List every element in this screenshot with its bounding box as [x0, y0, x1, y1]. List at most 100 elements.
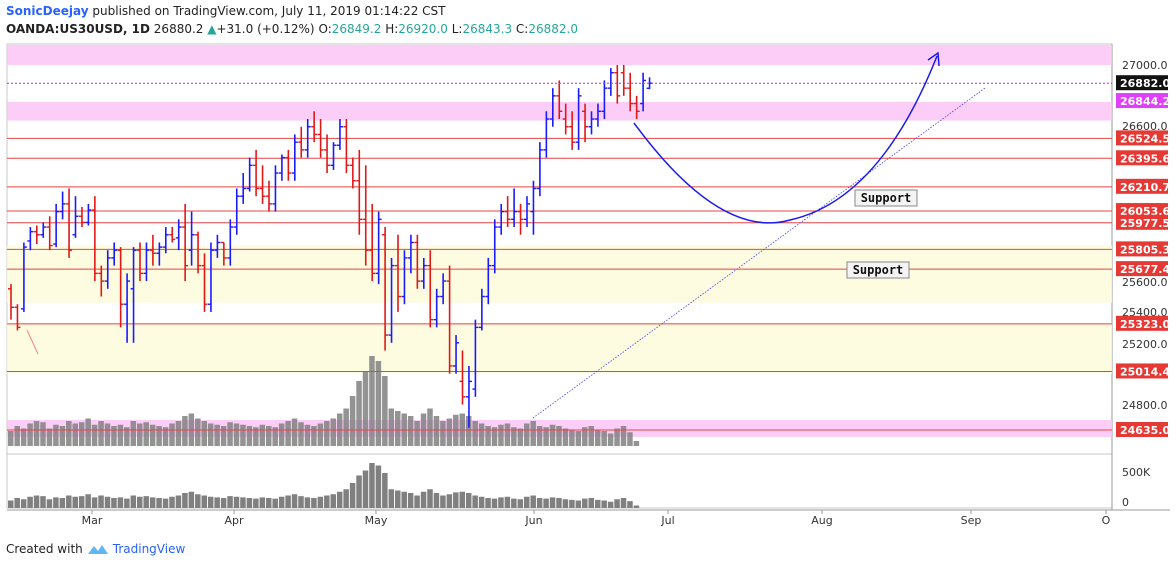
volume-bar [27, 423, 33, 446]
current-price-box [1116, 75, 1168, 91]
volume-bar [349, 396, 356, 446]
volume-bar [427, 408, 433, 446]
volume-pane-bar [182, 493, 188, 508]
volume-pane-bar [162, 498, 169, 508]
volume-pane-bar [175, 495, 182, 508]
volume-pane-bar [266, 498, 272, 508]
tradingview-brand[interactable]: TradingView [112, 542, 186, 556]
volume-bar [46, 428, 53, 446]
volume-pane-bar [46, 499, 53, 508]
y-tick-label: 25600.0 [1122, 276, 1168, 289]
volume-bar [478, 423, 485, 446]
level-label-box [1116, 241, 1168, 257]
volume-pane-bar [207, 496, 214, 508]
volume-pane-bar [478, 496, 485, 508]
x-tick-label: Aug [811, 514, 832, 527]
volume-pane-bar [343, 489, 349, 508]
volume-pane-bar [143, 496, 149, 508]
close-label: C: [515, 22, 529, 36]
open-value: 26849.2 [331, 22, 382, 36]
volume-pane-bar [414, 495, 420, 508]
volume-bar [85, 418, 91, 446]
volume-bar [14, 426, 20, 446]
symbol-header: OANDA:US30USD, 1D 26880.2 ▲+31.0 (+0.12%… [6, 22, 578, 36]
publish-header: SonicDeejay published on TradingView.com… [6, 4, 446, 18]
volume-bar [78, 422, 85, 446]
volume-pane-bar [220, 498, 227, 508]
red-arrow-line [26, 329, 39, 355]
magenta-price-label: 26844.2 [1120, 95, 1170, 108]
published-text: published on TradingView.com, July 11, 2… [92, 4, 446, 18]
volume-pane-bar [633, 505, 640, 508]
tradingview-logo-icon[interactable] [87, 543, 109, 555]
volume-bar [524, 423, 530, 446]
volume-bar [253, 427, 259, 446]
volume-pane-bar [349, 483, 356, 508]
volume-pane-bar [98, 495, 104, 508]
zone-yellow-2 [7, 245, 1112, 303]
volume-pane-bar [336, 491, 343, 508]
volume-bar [433, 416, 440, 446]
volume-bar [220, 426, 227, 446]
volume-bar [317, 423, 324, 446]
volume-bar [278, 423, 285, 446]
volume-pane-bar [66, 495, 72, 508]
price-chart[interactable]: Support Support 27000.0 26600.0 25600.0 25400… [0, 0, 1176, 540]
volume-pane-bar [594, 499, 601, 508]
volume-pane-bar [536, 498, 543, 508]
volume-bar [601, 431, 607, 446]
volume-bar [517, 428, 524, 446]
volume-bar [382, 376, 388, 446]
volume-pane-bar [465, 493, 472, 508]
volume-bar [66, 421, 72, 446]
volume-pane-bar [324, 495, 330, 508]
y-tick-label: 25400.0 [1122, 306, 1168, 319]
trend-line [532, 87, 986, 419]
volume-bar [291, 418, 298, 446]
volume-pane-bar [33, 495, 40, 508]
y-tick-label: 24800.0 [1122, 399, 1168, 412]
last-price: 26880.2 [153, 22, 204, 36]
volume-pane-bar [124, 498, 130, 508]
volume-bar [530, 421, 536, 446]
volume-bar [240, 424, 246, 446]
volume-pane-bar [214, 497, 220, 508]
volume-pane-bar [407, 493, 414, 508]
author-name[interactable]: SonicDeejay [6, 4, 89, 18]
volume-pane-bar [195, 494, 201, 508]
volume-bar [272, 427, 278, 446]
volume-pane-bar [227, 496, 233, 508]
volume-pane-bar [59, 498, 66, 508]
volume-bar [8, 431, 14, 446]
volume-bar [33, 421, 40, 446]
level-label-box [1116, 363, 1168, 379]
x-tick-label: May [365, 514, 388, 527]
level-label: 25805.3 [1120, 243, 1170, 256]
volume-pane-bar [27, 496, 33, 508]
volume-bar [575, 431, 582, 446]
volume-bar [472, 421, 478, 446]
volume-bar [207, 423, 214, 446]
volume-pane-bar [169, 496, 175, 508]
support-box [854, 189, 918, 207]
volume-pane-bar [459, 491, 465, 508]
volume-bar [266, 426, 272, 446]
x-tick-label: Jun [524, 514, 542, 527]
close-value: 26882.0 [528, 22, 578, 36]
volume-bar [614, 428, 620, 446]
volume-bar [285, 421, 291, 446]
volume-bar [607, 433, 614, 446]
volume-bar [227, 422, 233, 446]
volume-pane-bar [388, 489, 395, 508]
volume-bar [104, 423, 111, 446]
level-label-box [1116, 315, 1168, 331]
volume-bar [162, 427, 169, 446]
volume-bar [40, 422, 46, 446]
volume-bar [620, 426, 627, 446]
volume-pane-bar [543, 498, 549, 508]
volume-pane-bar [291, 494, 298, 508]
support-label: Support [861, 191, 912, 205]
volume-pane-bar [524, 496, 530, 508]
volume-pane-bar [278, 496, 285, 508]
volume-pane-bar [91, 497, 98, 508]
